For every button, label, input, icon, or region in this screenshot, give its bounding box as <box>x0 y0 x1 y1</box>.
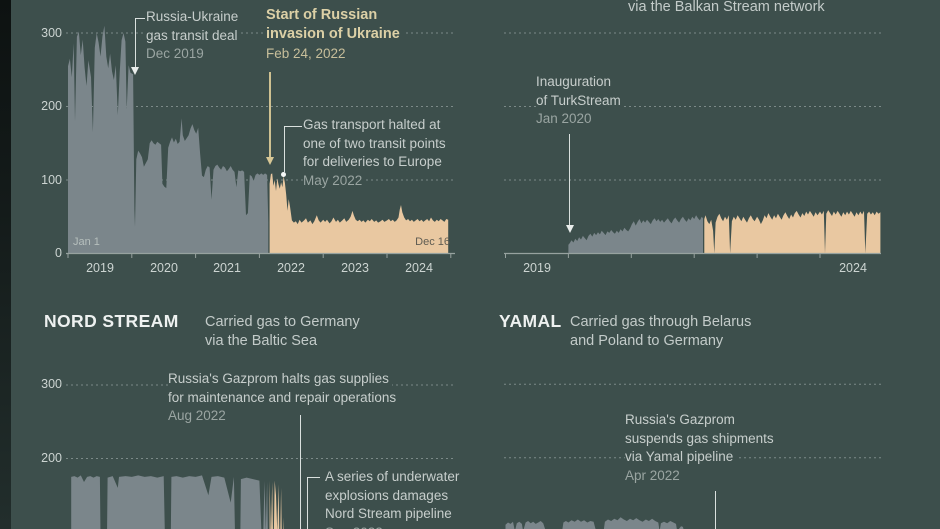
ukraine-y-tick-200: 200 <box>41 99 62 113</box>
annotation-line: Russia's Gazprom <box>625 411 738 430</box>
annotation-date: Sep 2022 <box>325 523 386 529</box>
annotation-line: gas transit deal <box>146 26 241 46</box>
annotation-line: Gas transport halted at <box>303 116 444 135</box>
down-arrow-icon <box>265 157 274 165</box>
connector-deal-horizontal <box>134 18 145 19</box>
connector-explosion-vertical <box>306 477 308 529</box>
turkstream-x-tick-2019: 2019 <box>523 261 551 275</box>
annotation-line: Start of Russian <box>266 6 381 25</box>
annotation-line: Nord Stream pipeline <box>325 505 455 524</box>
annotation-date: Aug 2022 <box>168 407 229 426</box>
ukraine-x-tick-2023: 2023 <box>341 261 369 275</box>
annotation-line: A series of underwater <box>325 468 463 487</box>
left-edge-shadow <box>0 0 11 529</box>
ukraine-y-tick-100: 100 <box>41 172 62 187</box>
annotation-date: Apr 2022 <box>625 466 683 486</box>
down-arrow-icon <box>565 225 574 233</box>
connector-inauguration-vertical <box>568 134 570 226</box>
connector-halt-horizontal <box>283 126 302 127</box>
turkstream-subtitle: via the Balkan Stream network <box>628 0 825 17</box>
annotation-gazprom-halt: Russia's Gazprom halts gas supplies for … <box>168 370 400 426</box>
ukraine-y-tick-300: 300 <box>41 25 62 40</box>
annotation-line: via Yamal pipeline <box>625 448 737 467</box>
annotation-date: Feb 24, 2022 <box>266 44 349 63</box>
point-marker-dot <box>281 172 286 177</box>
section-title-yamal: YAMAL <box>499 311 562 331</box>
ukraine-x-tick-2020: 2020 <box>150 261 178 275</box>
annotation-line: of TurkStream <box>536 91 624 111</box>
annotation-line: for deliveries to Europe <box>303 153 445 172</box>
annotation-line: one of two transit points <box>303 134 449 154</box>
ukraine-x-tick-2019: 2019 <box>86 261 114 275</box>
annotation-inauguration: Inauguration of TurkStream Jan 2020 <box>536 73 624 129</box>
annotation-invasion: Start of Russian invasion of Ukraine Feb… <box>266 6 403 63</box>
annotation-line: for maintenance and repair operations <box>168 388 400 408</box>
subtitle-line: Carried gas to Germany <box>205 314 360 330</box>
annotation-line: explosions damages <box>325 486 452 506</box>
connector-invasion-vertical <box>269 72 271 158</box>
annotation-line: Russia-Ukraine <box>146 8 242 27</box>
connector-deal-vertical <box>134 18 136 68</box>
nordstream-y-tick-200: 200 <box>41 450 62 465</box>
annotation-explosion: A series of underwater explosions damage… <box>325 468 463 529</box>
turkstream-x-tick-2024: 2024 <box>839 261 867 275</box>
ukraine-x-tick-2021: 2021 <box>213 261 241 275</box>
subtitle-line: and Poland to Germany <box>570 333 724 349</box>
connector-halt-vertical <box>283 126 285 172</box>
down-arrow-icon <box>131 67 139 75</box>
ukraine-start-date-label: Jan 1 <box>73 236 100 248</box>
connector-explosion-horizontal <box>306 477 320 478</box>
nord-stream-subtitle: Carried gas to Germany via the Baltic Se… <box>205 313 360 351</box>
ukraine-x-tick-2022: 2022 <box>277 261 305 275</box>
annotation-date: May 2022 <box>303 171 366 191</box>
subtitle-line: via the Baltic Sea <box>205 333 318 349</box>
ukraine-x-tick-2024: 2024 <box>405 261 433 275</box>
nordstream-y-tick-300: 300 <box>41 377 62 391</box>
annotation-line: invasion of Ukraine <box>266 25 403 44</box>
annotation-line: Inauguration <box>536 73 615 92</box>
connector-suspend-vertical <box>715 491 716 529</box>
annotation-line: Russia's Gazprom halts gas supplies <box>168 370 392 389</box>
ukraine-y-tick-0: 0 <box>55 246 62 260</box>
yamal-subtitle: Carried gas through Belarus and Poland t… <box>570 313 751 351</box>
ukraine-end-date-label: Dec 16 <box>415 236 450 248</box>
annotation-line: suspends gas shipments <box>625 429 777 449</box>
annotation-transit-deal: Russia-Ukraine gas transit deal Dec 2019 <box>146 8 242 64</box>
annotation-date: Dec 2019 <box>146 45 207 64</box>
subtitle-line: Carried gas through Belarus <box>570 314 752 330</box>
annotation-transport-halted: Gas transport halted at one of two trans… <box>303 116 449 191</box>
annotation-suspend: Russia's Gazprom suspends gas shipments … <box>625 411 777 486</box>
annotation-date: Jan 2020 <box>536 110 595 129</box>
section-title-nord-stream: NORD STREAM <box>44 311 179 331</box>
connector-gazprom-halt-vertical <box>300 415 301 529</box>
subtitle-line: via the Balkan Stream network <box>628 0 825 15</box>
